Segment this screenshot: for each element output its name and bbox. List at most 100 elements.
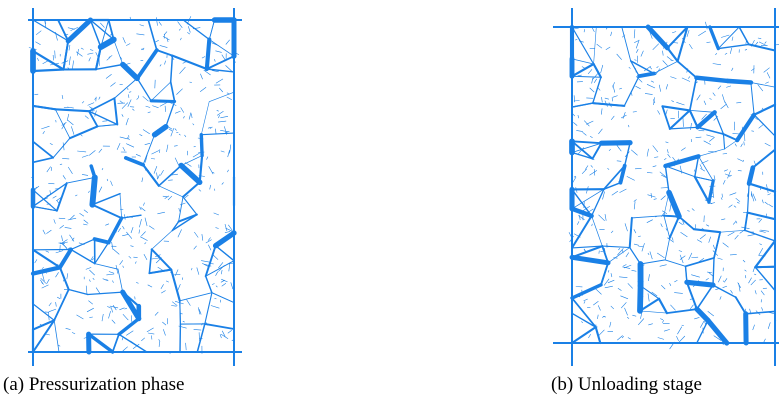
weak-contact	[646, 172, 653, 174]
weak-contact	[646, 148, 649, 157]
weak-contact	[220, 333, 229, 339]
weak-contact	[156, 172, 158, 180]
weak-contact	[145, 154, 148, 163]
weak-contact	[581, 66, 585, 69]
weak-contact	[141, 231, 146, 237]
force-chain	[569, 254, 611, 266]
weak-contact	[583, 248, 587, 253]
weak-contact	[635, 76, 643, 83]
weak-contact	[574, 38, 578, 41]
force-chain	[177, 213, 198, 223]
weak-contact	[55, 250, 64, 254]
weak-contact	[662, 60, 668, 66]
force-chain	[208, 19, 215, 40]
weak-contact	[616, 160, 622, 162]
force-chain	[571, 142, 602, 153]
force-chain	[165, 100, 176, 128]
force-chain	[747, 43, 776, 52]
weak-contact	[577, 295, 581, 298]
force-chain	[734, 296, 747, 315]
force-chain	[208, 39, 235, 57]
weak-contact	[145, 105, 151, 108]
force-chain	[684, 279, 716, 288]
weak-contact	[576, 26, 582, 29]
force-chain	[91, 203, 123, 220]
weak-contact	[142, 96, 149, 102]
weak-contact	[611, 97, 613, 102]
weak-contact	[755, 310, 761, 316]
weak-contact	[671, 237, 674, 241]
weak-contact	[748, 277, 752, 284]
weak-contact	[599, 341, 605, 344]
weak-contact	[652, 145, 659, 153]
weak-contact	[597, 314, 599, 319]
force-chain	[32, 319, 56, 353]
weak-contact	[623, 264, 627, 267]
weak-contact	[587, 69, 593, 75]
weak-contact	[141, 177, 144, 183]
force-chain	[107, 19, 115, 41]
force-chain	[151, 124, 169, 138]
force-chain	[169, 54, 174, 83]
weak-contact	[710, 202, 716, 204]
force-chain	[705, 317, 730, 346]
weak-contact	[178, 325, 187, 329]
weak-contact	[180, 107, 185, 113]
weak-contact	[150, 158, 156, 160]
weak-contact	[152, 105, 159, 109]
weak-contact	[61, 235, 63, 242]
weak-contact	[215, 285, 218, 288]
force-chain	[735, 112, 757, 143]
weak-contact	[774, 320, 777, 324]
weak-contact	[768, 203, 774, 208]
weak-contact	[596, 102, 600, 105]
force-chain	[571, 26, 595, 65]
weak-contact	[618, 248, 621, 251]
force-chain	[122, 63, 138, 80]
weak-contact	[164, 195, 170, 199]
weak-contact	[670, 76, 677, 79]
force-chain	[100, 19, 110, 48]
weak-contact	[89, 316, 93, 318]
force-chain	[70, 248, 96, 265]
weak-contact	[193, 245, 197, 250]
weak-contact	[724, 52, 728, 55]
weak-contact	[665, 109, 668, 117]
weak-contact	[624, 151, 630, 158]
weak-contact	[35, 30, 42, 36]
force-chain	[570, 283, 603, 300]
weak-contact	[221, 278, 228, 283]
weak-contact	[62, 142, 65, 151]
force-chain	[87, 291, 124, 296]
weak-contact	[704, 321, 706, 325]
weak-contact	[760, 290, 765, 296]
weak-contact	[692, 280, 700, 288]
weak-contact	[39, 323, 44, 327]
weak-contact	[738, 283, 741, 292]
weak-contact	[752, 324, 755, 331]
weak-contact	[681, 147, 686, 151]
weak-contact	[192, 123, 195, 126]
weak-contact	[164, 60, 166, 65]
force-chain	[142, 163, 160, 187]
weak-contact	[213, 212, 220, 216]
force-chain	[570, 62, 595, 78]
weak-contact	[643, 66, 651, 72]
force-chain	[592, 76, 602, 104]
weak-contact	[586, 186, 589, 194]
force-chain	[694, 155, 700, 178]
weak-contact	[730, 47, 732, 54]
weak-contact	[204, 263, 212, 267]
weak-contact	[747, 234, 755, 237]
weak-contact	[636, 49, 639, 53]
weak-contact	[136, 33, 145, 36]
weak-contact	[112, 280, 114, 283]
force-chain	[623, 75, 640, 107]
weak-contact	[679, 165, 683, 174]
weak-contact	[608, 102, 612, 108]
weak-contact	[746, 213, 748, 216]
force-chain	[205, 260, 235, 277]
weak-contact	[140, 236, 148, 241]
weak-contact	[112, 248, 120, 255]
weak-contact	[712, 92, 716, 97]
